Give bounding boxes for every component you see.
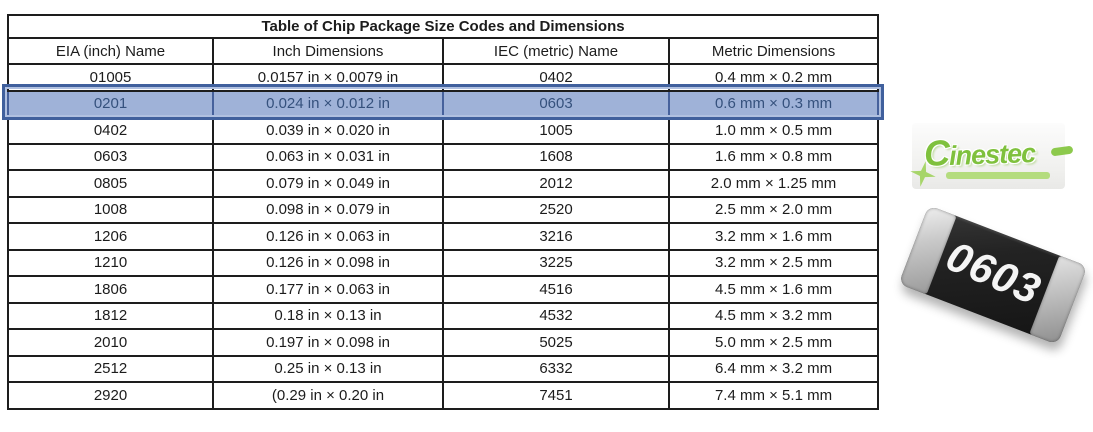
chip-package-size-table: Table of Chip Package Size Codes and Dim…	[6, 14, 880, 410]
table-cell: 1812	[7, 301, 214, 330]
table-row: 0201 0.024 in × 0.012 in 0603 0.6 mm × 0.3 …	[7, 89, 880, 118]
table-cell: 0.079 in × 0.049 in	[212, 169, 444, 198]
table-cell: 3.2 mm × 1.6 mm	[667, 222, 880, 251]
column-header-eia-name: EIA (inch) Name	[7, 37, 214, 65]
table-cell: 0201	[7, 89, 214, 118]
table-cell: 0.098 in × 0.079 in	[212, 195, 444, 224]
table-cell: 5025	[442, 328, 670, 357]
table-cell: 0.039 in × 0.020 in	[212, 116, 444, 145]
logo-underbar	[946, 172, 1050, 179]
table-cell: 0.25 in × 0.13 in	[212, 354, 444, 383]
table-title-row: Table of Chip Package Size Codes and Dim…	[6, 14, 880, 39]
table-cell: 1210	[7, 248, 214, 277]
table-cell: 2012	[442, 169, 670, 198]
table-cell: 3216	[442, 222, 670, 251]
cinestec-logo: Cinestec	[912, 123, 1074, 189]
table-cell: 01005	[7, 63, 214, 92]
table-row: 0603 0.063 in × 0.031 in 1608 1.6 mm × 0.8 …	[7, 142, 880, 171]
table-cell: 0402	[7, 116, 214, 145]
table-row: 1008 0.098 in × 0.079 in 2520 2.5 mm × 2.0 …	[7, 195, 880, 224]
table-cell: 0603	[442, 89, 670, 118]
chip-marking: 0603	[939, 232, 1048, 314]
table-cell: 1206	[7, 222, 214, 251]
logo-swoosh	[1050, 145, 1074, 157]
table-cell: 4.5 mm × 3.2 mm	[667, 301, 880, 330]
column-header-iec-name: IEC (metric) Name	[442, 37, 670, 65]
size-table: Table of Chip Package Size Codes and Dim…	[6, 14, 880, 410]
table-cell: 3.2 mm × 2.5 mm	[667, 248, 880, 277]
table-cell: 0.126 in × 0.098 in	[212, 248, 444, 277]
table-cell: 2.5 mm × 2.0 mm	[667, 195, 880, 224]
table-row: 1206 0.126 in × 0.063 in 3216 3.2 mm × 1.6 …	[7, 222, 880, 251]
table-cell: 1608	[442, 142, 670, 171]
table-row: 2010 0.197 in × 0.098 in 5025 5.0 mm × 2.5 …	[7, 328, 880, 357]
logo-rest: inestec	[948, 138, 1036, 172]
table-cell: 7.4 mm × 5.1 mm	[667, 381, 880, 410]
table-cell: 2520	[442, 195, 670, 224]
table-cell: 4516	[442, 275, 670, 304]
table-row: 1210 0.126 in × 0.098 in 3225 3.2 mm × 2.5 …	[7, 248, 880, 277]
table-cell: 0.0157 in × 0.0079 in	[212, 63, 444, 92]
table-cell: 6.4 mm × 3.2 mm	[667, 354, 880, 383]
table-row: 0805 0.079 in × 0.049 in 2012 2.0 mm × 1.25…	[7, 169, 880, 198]
table-cell: 1005	[442, 116, 670, 145]
table-cell: 0.197 in × 0.098 in	[212, 328, 444, 357]
table-cell: 2512	[7, 354, 214, 383]
table-cell: 6332	[442, 354, 670, 383]
table-cell: 0.024 in × 0.012 in	[212, 89, 444, 118]
table-cell: 4.5 mm × 1.6 mm	[667, 275, 880, 304]
table-header-row: EIA (inch) Name Inch Dimensions IEC (met…	[7, 37, 880, 65]
table-cell: 0.177 in × 0.063 in	[212, 275, 444, 304]
table-row: 1806 0.177 in × 0.063 in 4516 4.5 mm × 1.6 …	[7, 275, 880, 304]
table-cell: 0402	[442, 63, 670, 92]
column-header-inch-dims: Inch Dimensions	[212, 37, 444, 65]
table-cell: 4532	[442, 301, 670, 330]
chip-resistor-photo: 0603	[898, 205, 1088, 345]
table-cell: 0603	[7, 142, 214, 171]
table-cell: 1806	[7, 275, 214, 304]
table-row: 0402 0.039 in × 0.020 in 1005 1.0 mm × 0.5 …	[7, 116, 880, 145]
column-header-metric-dims: Metric Dimensions	[667, 37, 880, 65]
table-cell: 0805	[7, 169, 214, 198]
table-cell: 0.126 in × 0.063 in	[212, 222, 444, 251]
logo-text: Cinestec	[923, 129, 1035, 175]
table-row: 1812 0.18 in × 0.13 in 4532 4.5 mm × 3.2 mm	[7, 301, 880, 330]
table-cell: 1.6 mm × 0.8 mm	[667, 142, 880, 171]
table-cell: 3225	[442, 248, 670, 277]
table-cell: 7451	[442, 381, 670, 410]
table-body: 01005 0.0157 in × 0.0079 in 0402 0.4 mm × 0…	[7, 63, 880, 410]
table-cell: 2.0 mm × 1.25 mm	[667, 169, 880, 198]
table-cell: (0.29 in × 0.20 in	[212, 381, 444, 410]
table-cell: 1008	[7, 195, 214, 224]
table-cell: 5.0 mm × 2.5 mm	[667, 328, 880, 357]
table-cell: 2010	[7, 328, 214, 357]
table-cell: 1.0 mm × 0.5 mm	[667, 116, 880, 145]
table-cell: 0.063 in × 0.031 in	[212, 142, 444, 171]
table-title: Table of Chip Package Size Codes and Dim…	[6, 14, 880, 39]
table-cell: 0.4 mm × 0.2 mm	[667, 63, 880, 92]
table-cell: 2920	[7, 381, 214, 410]
table-cell: 0.18 in × 0.13 in	[212, 301, 444, 330]
table-row: 01005 0.0157 in × 0.0079 in 0402 0.4 mm × 0…	[7, 63, 880, 92]
table-cell: 0.6 mm × 0.3 mm	[667, 89, 880, 118]
table-row: 2512 0.25 in × 0.13 in 6332 6.4 mm × 3.2 mm	[7, 354, 880, 383]
logo-first-letter: C	[923, 132, 950, 174]
table-row: 2920 (0.29 in × 0.20 in 7451 7.4 mm × 5.1 m…	[7, 381, 880, 410]
